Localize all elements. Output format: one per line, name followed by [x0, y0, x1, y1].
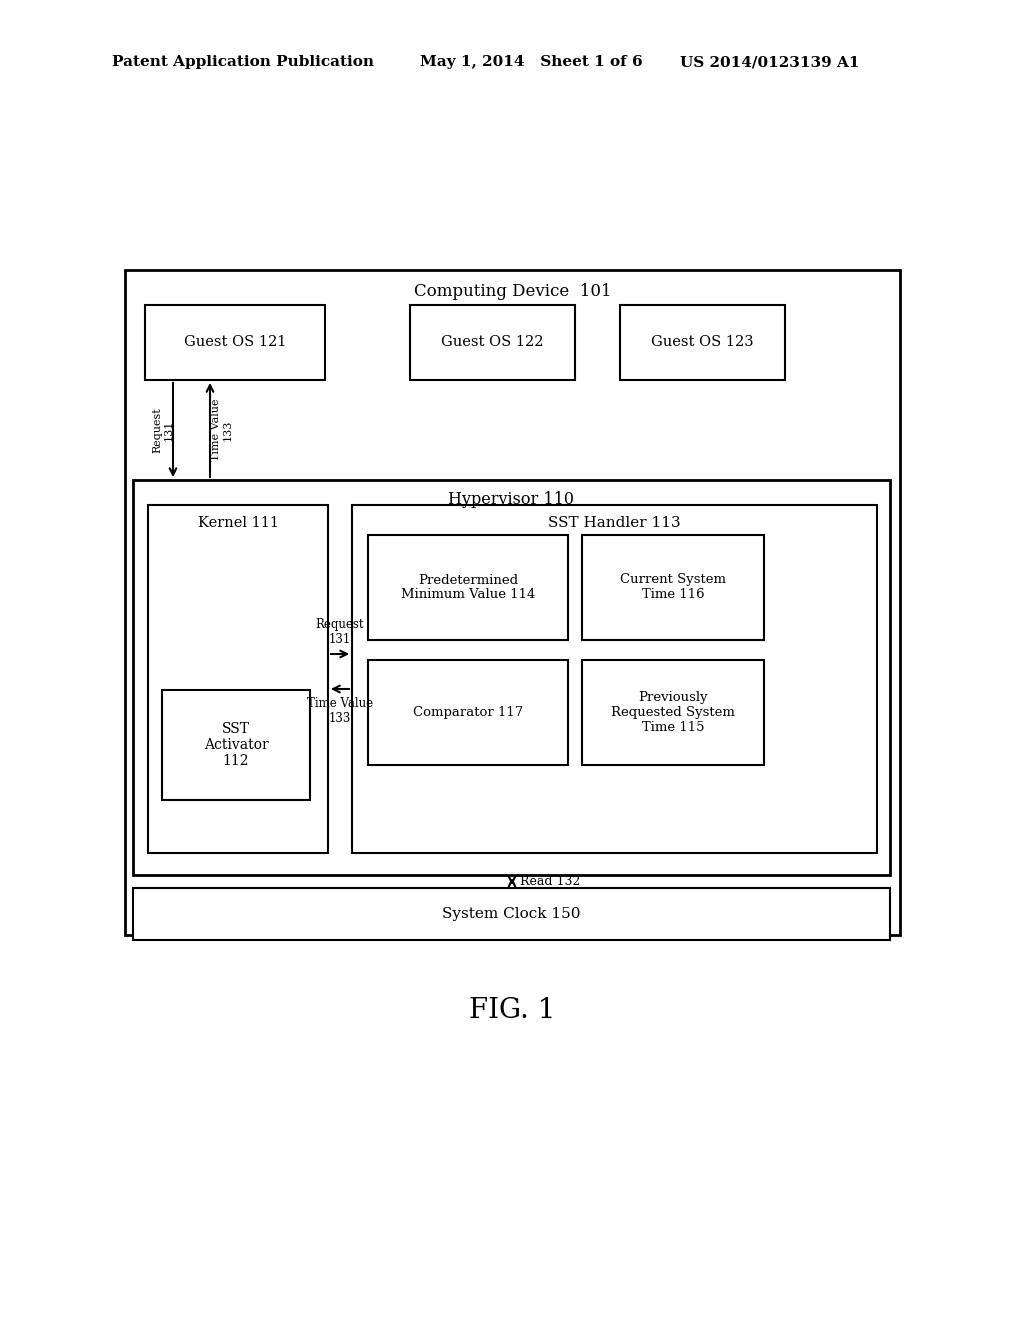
Text: Patent Application Publication: Patent Application Publication — [112, 55, 374, 69]
Text: Comparator 117: Comparator 117 — [413, 706, 523, 719]
Bar — [352, 506, 877, 853]
Bar — [133, 888, 890, 940]
Bar — [582, 535, 764, 640]
Text: Guest OS 121: Guest OS 121 — [184, 335, 286, 350]
Bar — [410, 305, 575, 380]
Text: FIG. 1: FIG. 1 — [469, 997, 555, 1023]
Text: Request
131: Request 131 — [153, 407, 174, 453]
Text: Guest OS 123: Guest OS 123 — [651, 335, 754, 350]
Text: Guest OS 122: Guest OS 122 — [441, 335, 544, 350]
Bar — [148, 506, 328, 853]
Bar — [125, 271, 900, 935]
Text: Current System
Time 116: Current System Time 116 — [620, 573, 726, 602]
Text: System Clock 150: System Clock 150 — [442, 907, 581, 921]
Text: May 1, 2014   Sheet 1 of 6: May 1, 2014 Sheet 1 of 6 — [420, 55, 643, 69]
Text: Time Value
133: Time Value 133 — [211, 399, 232, 461]
Bar — [620, 305, 785, 380]
Bar — [368, 660, 568, 766]
Bar — [162, 690, 310, 800]
Text: Request
131: Request 131 — [315, 618, 365, 645]
Text: Computing Device  101: Computing Device 101 — [414, 284, 611, 301]
Text: Time Value
133: Time Value 133 — [307, 697, 373, 725]
Text: SST
Activator
112: SST Activator 112 — [204, 722, 268, 768]
Bar — [582, 660, 764, 766]
Bar — [368, 535, 568, 640]
Text: Kernel 111: Kernel 111 — [198, 516, 279, 531]
Text: Previously
Requested System
Time 115: Previously Requested System Time 115 — [611, 690, 735, 734]
Bar — [133, 480, 890, 875]
Text: SST Handler 113: SST Handler 113 — [548, 516, 681, 531]
Bar — [145, 305, 325, 380]
Text: Predetermined
Minimum Value 114: Predetermined Minimum Value 114 — [400, 573, 536, 602]
Text: US 2014/0123139 A1: US 2014/0123139 A1 — [680, 55, 859, 69]
Text: Read 132: Read 132 — [520, 875, 581, 888]
Text: Hypervisor 110: Hypervisor 110 — [449, 491, 574, 508]
